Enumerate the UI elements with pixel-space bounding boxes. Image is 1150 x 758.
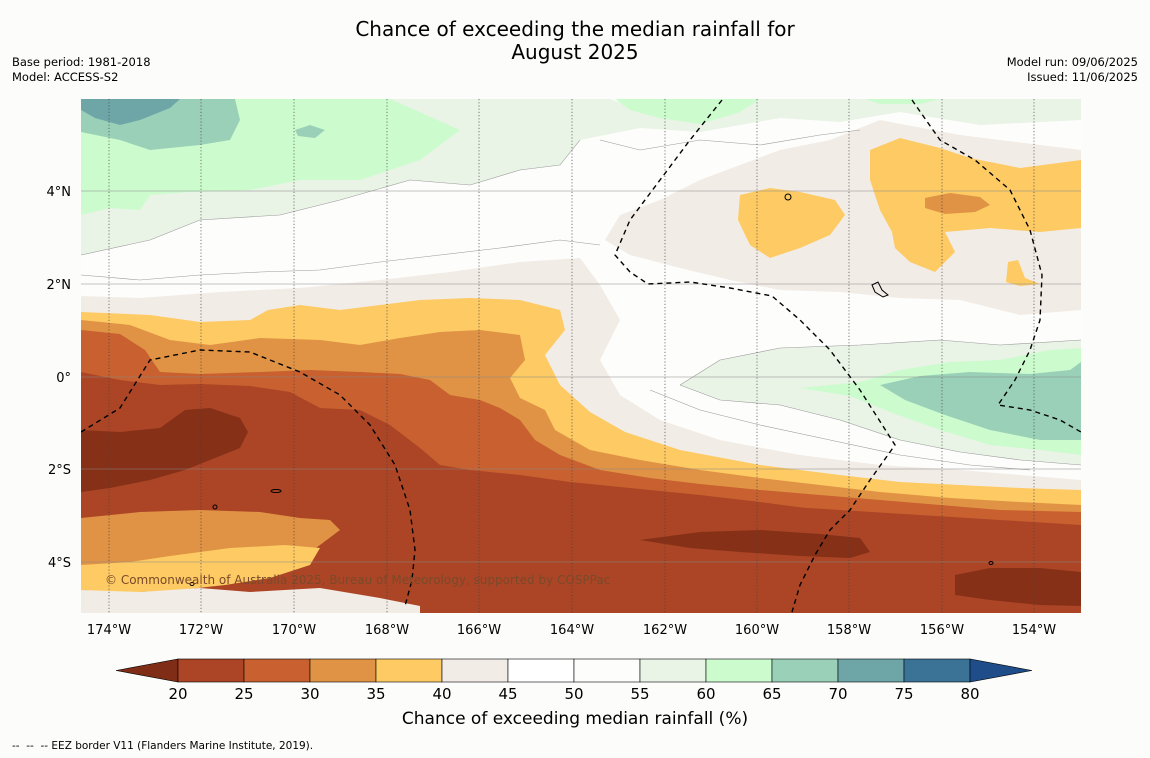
colorbar-extend-low	[115, 658, 179, 683]
lon-label: 166°W	[457, 623, 501, 638]
lat-label: 4°S	[48, 556, 71, 571]
latitude-gridlines	[81, 190, 1081, 563]
lat-label: 0°	[56, 371, 71, 386]
lat-label: 2°S	[48, 463, 71, 478]
band-60-65-top-right	[615, 99, 940, 124]
colorbar-cell	[639, 658, 707, 683]
colorbar-tick: 75	[894, 685, 913, 703]
colorbar-title: Chance of exceeding median rainfall (%)	[401, 709, 749, 729]
colorbar-cell	[837, 658, 905, 683]
model-name: Model: ACCESS-S2	[12, 70, 119, 84]
colorbar-cell	[441, 658, 509, 683]
band-65-70-east-equator	[880, 362, 1081, 440]
map-title: Chance of exceeding the median rainfall …	[0, 18, 1150, 64]
colorbar-cell	[243, 658, 311, 683]
lat-label: 2°N	[47, 278, 72, 293]
longitude-gridlines	[108, 99, 1035, 613]
colorbar-cell	[705, 658, 773, 683]
lat-label: 4°N	[47, 185, 72, 200]
band-40-45-southwest	[81, 588, 420, 613]
colorbar-tick: 60	[696, 685, 715, 703]
colorbar-tick: 30	[300, 685, 319, 703]
colorbar-tick: 25	[234, 685, 253, 703]
colorbar-tick: 35	[366, 685, 385, 703]
colorbar-extend-high	[969, 658, 1033, 683]
band-70-75-north	[81, 99, 180, 125]
lon-label: 172°W	[179, 623, 223, 638]
band-35-40-east-patch	[1006, 260, 1040, 286]
colorbar-tick: 80	[960, 685, 979, 703]
colorbar-cell	[903, 658, 971, 683]
copyright-text: © Commonwealth of Australia 2025, Bureau…	[105, 573, 610, 587]
colorbar-tick: 65	[762, 685, 781, 703]
band-35-40-northeast-1	[738, 188, 845, 258]
lon-label: 160°W	[735, 623, 779, 638]
title-line-1: Chance of exceeding the median rainfall …	[355, 17, 795, 41]
eez-borders	[81, 99, 1081, 613]
colorbar-tick: 50	[564, 685, 583, 703]
lon-label: 156°W	[920, 623, 964, 638]
colorbar-cell	[507, 658, 575, 683]
lon-label: 154°W	[1012, 623, 1056, 638]
lon-label: 174°W	[87, 623, 131, 638]
colorbar-cell	[573, 658, 641, 683]
metadata-right: Model run: 09/06/2025 Issued: 11/06/2025	[1007, 55, 1138, 85]
colorbar-tick: 45	[498, 685, 517, 703]
island-outlines	[189, 193, 994, 586]
colorbar-tick: 70	[828, 685, 847, 703]
band-below-20-central	[640, 530, 870, 558]
rainfall-probability-field	[81, 99, 1081, 613]
colorbar-tick: 20	[168, 685, 187, 703]
colorbar-tick-labels: 20 25 30 35 40 45 50 55 60 65 70 75 80	[168, 685, 979, 703]
colorbar-cell	[375, 658, 443, 683]
lon-label: 158°W	[827, 623, 871, 638]
band-below-20-east	[955, 568, 1081, 606]
latitude-tick-labels: 4°N 2°N 0° 2°S 4°S	[47, 185, 72, 571]
colorbar-cell	[771, 658, 839, 683]
issued-date: Issued: 11/06/2025	[1027, 70, 1138, 84]
colorbar-cell	[177, 658, 245, 683]
eez-footnote: -- -- -- EEZ border V11 (Flanders Marine…	[12, 740, 314, 752]
metadata-left: Base period: 1981-2018 Model: ACCESS-S2	[12, 55, 151, 85]
lon-label: 170°W	[272, 623, 316, 638]
band-below-20-west	[81, 408, 248, 492]
colorbar-tick: 55	[630, 685, 649, 703]
title-line-2: August 2025	[511, 40, 639, 64]
longitude-tick-labels: 174°W 172°W 170°W 168°W 166°W 164°W 162°…	[87, 623, 1056, 638]
band-30-35-northeast-patch	[925, 193, 990, 214]
colorbar-cell	[309, 658, 377, 683]
contour-lines	[81, 129, 1081, 471]
colorbar	[115, 658, 1033, 683]
base-period: Base period: 1981-2018	[12, 55, 151, 69]
band-35-40-southwest	[81, 545, 320, 592]
lon-label: 168°W	[365, 623, 409, 638]
colorbar-tick: 40	[432, 685, 451, 703]
lon-label: 162°W	[643, 623, 687, 638]
model-run-date: Model run: 09/06/2025	[1006, 55, 1138, 69]
lon-label: 164°W	[550, 623, 594, 638]
